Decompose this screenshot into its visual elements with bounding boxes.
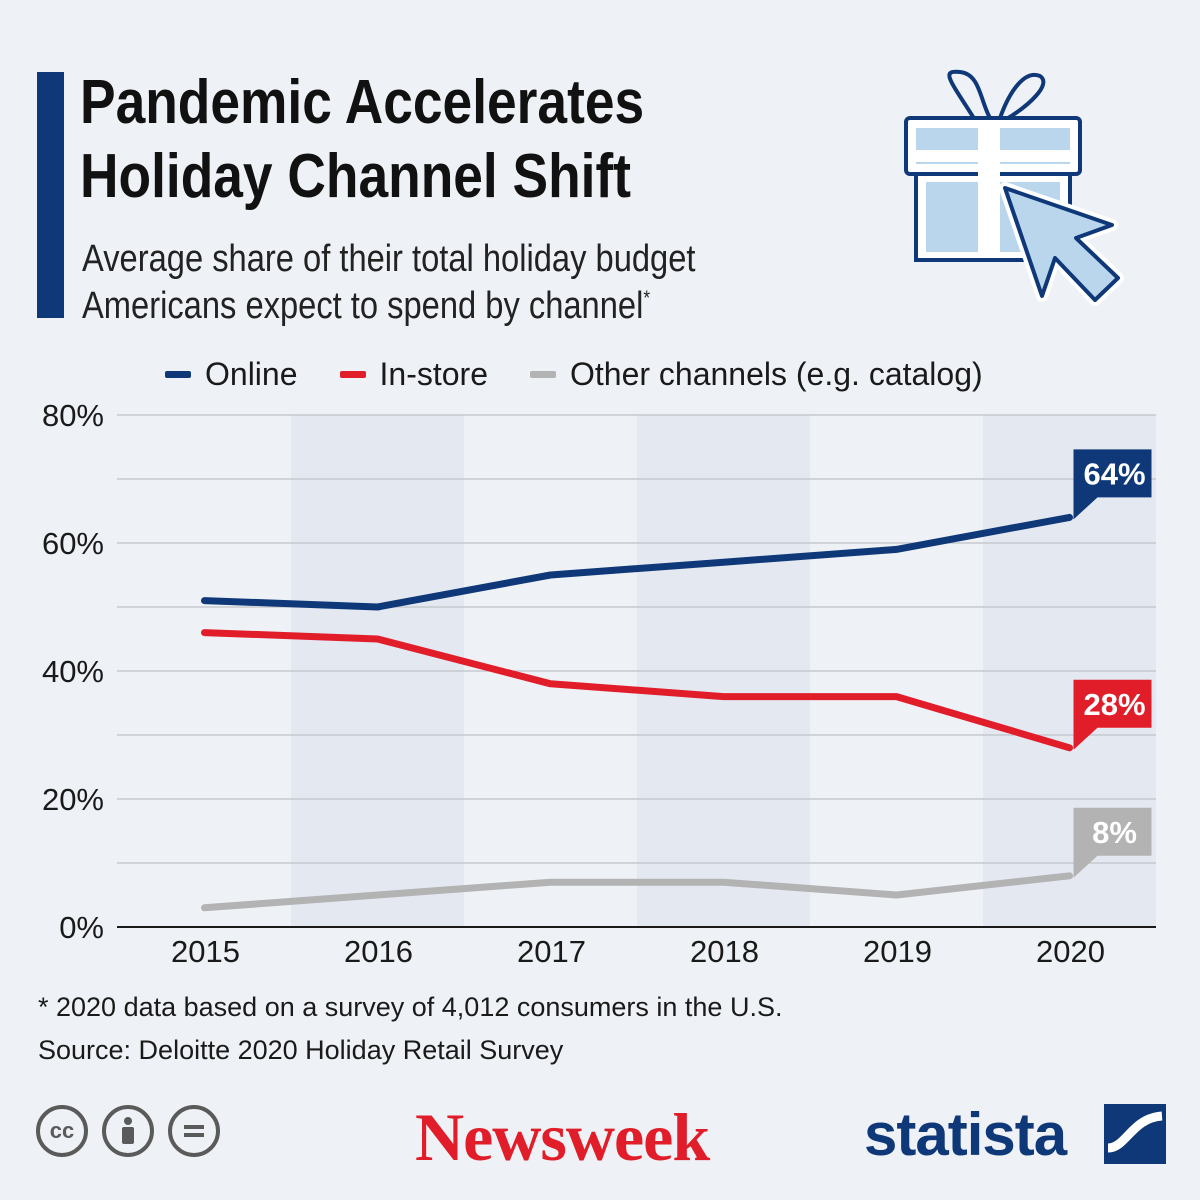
chart-legend: Online In-store Other channels (e.g. cat… [165,354,1025,394]
x-tick-label: 2017 [517,934,586,969]
y-tick-label: 80% [42,398,104,433]
legend-label-other: Other channels (e.g. catalog) [569,355,983,392]
gift-box-icon [904,69,1082,262]
subtitle-line-2: Americans expect to spend by channel [82,285,644,327]
cursor-arrow-icon [999,182,1124,306]
legend-swatch-online [165,370,191,378]
end-label-box [1073,449,1152,520]
end-label-text: 64% [1083,456,1145,491]
legend-swatch-other [529,370,556,378]
x-tick-label: 2016 [344,934,413,969]
end-label-box [1073,679,1152,750]
newsweek-logo: Newsweek [415,1099,710,1175]
x-tick-label: 2018 [690,934,759,969]
attribution-icon [102,1105,154,1157]
footnote: * 2020 data based on a survey of 4,012 c… [38,992,783,1022]
title-line-2: Holiday Channel Shift [80,142,632,211]
x-tick-label: 2020 [1036,934,1105,969]
statista-logo: statista [864,1101,1067,1168]
series-line-in-store [201,629,1073,752]
end-label-in-store: 28% [1073,679,1152,750]
end-label-online: 64% [1073,449,1152,520]
series-line-online [201,513,1073,611]
y-tick-label: 60% [42,526,104,561]
title-line-1: Pandemic Accelerates [80,68,645,137]
subtitle: Average share of their total holiday bud… [82,236,770,330]
cc-icon: cc [36,1105,88,1157]
source-note: Source: Deloitte 2020 Holiday Retail Sur… [38,1035,564,1065]
legend-label-online: Online [205,355,298,392]
gift-cursor-illustration [904,69,1124,306]
subtitle-footnote-mark: * [643,287,651,310]
legend-label-instore: In-store [379,355,488,392]
legend-swatch-instore [339,370,366,378]
page-title: Pandemic Accelerates Holiday Channel Shi… [80,66,837,214]
end-label-other: 8% [1073,807,1152,878]
legend-item-other: Other channels (e.g. catalog) [529,355,983,393]
accent-bar [37,72,64,318]
y-tick-label: 20% [42,782,104,817]
legend-item-online: Online [165,356,298,393]
y-tick-label: 40% [42,654,104,689]
end-label-box [1073,807,1152,878]
legend-item-instore: In-store [339,355,488,393]
series-line-other [201,872,1073,912]
end-label-text: 28% [1083,687,1145,722]
license-icons: cc [36,1105,234,1157]
y-tick-label: 0% [59,910,104,945]
line-chart: 0% 20% 40% 60% 80% 2015 2016 2017 2018 2019 2020 64… [42,398,1156,969]
statista-mark-icon [1104,1104,1166,1164]
end-label-text: 8% [1092,815,1137,850]
no-derivatives-icon [168,1105,220,1157]
x-tick-label: 2019 [863,934,932,969]
x-tick-label: 2015 [171,934,240,969]
subtitle-line-1: Average share of their total holiday bud… [82,238,696,280]
